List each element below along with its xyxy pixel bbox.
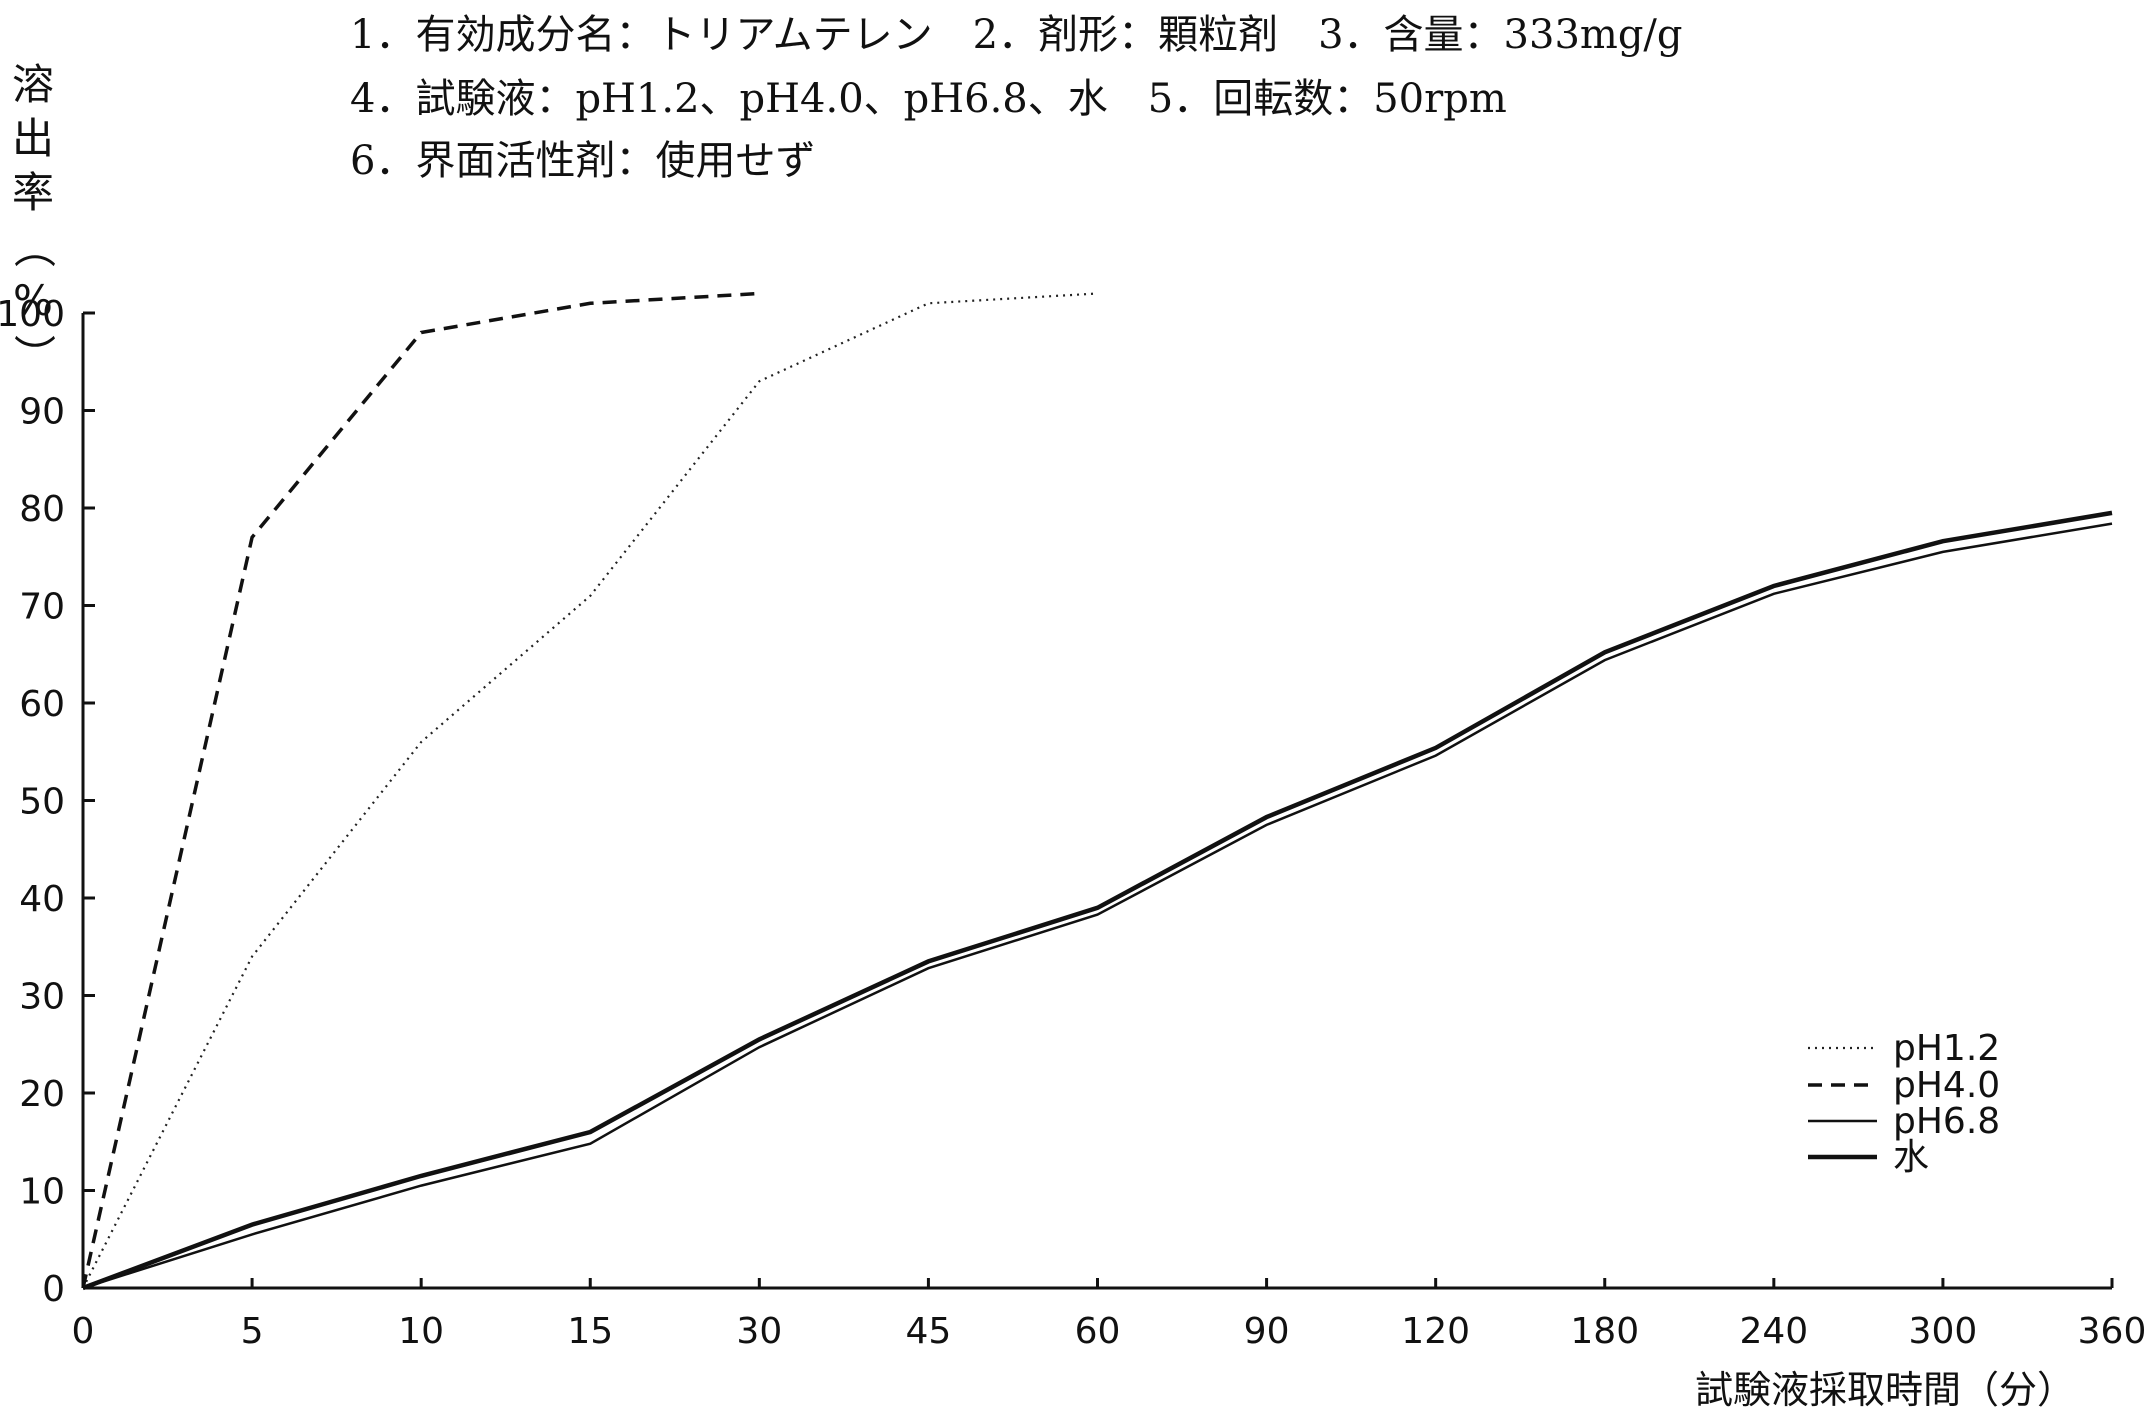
y-axis-label-char: 率: [11, 168, 54, 217]
x-tick-label: 360: [2078, 1311, 2147, 1352]
chart-axes: [81, 313, 2114, 1290]
x-axis-label: 試験液採取時間（分）: [1695, 1368, 2075, 1412]
x-tick-label: 10: [398, 1311, 444, 1352]
y-tick-label: 0: [42, 1269, 65, 1310]
legend-label: pH6.8: [1893, 1101, 2000, 1142]
legend-label: pH4.0: [1893, 1065, 2000, 1106]
x-tick-label: 30: [736, 1311, 782, 1352]
x-tick-label: 120: [1401, 1311, 1470, 1352]
y-tick-label: 40: [19, 879, 65, 920]
y-tick-label: 10: [19, 1172, 65, 1213]
series-line-ph4-0: [81, 291, 760, 1289]
header-line-3: 6．界面活性剤：使用せず: [350, 138, 816, 184]
y-tick-label: 20: [19, 1074, 65, 1115]
y-tick-label: 100: [0, 294, 65, 335]
series-lines: [81, 291, 2113, 1291]
series-line-ph1-2: [82, 292, 1098, 1289]
y-tick-label: 90: [19, 392, 65, 433]
y-tick-label: 80: [19, 489, 65, 530]
series-line-water: [82, 510, 2113, 1291]
x-tick-label: 0: [72, 1311, 95, 1352]
y-axis-ticks: 0 10 20 30 40 50 60 70 80 90 100: [0, 294, 95, 1310]
series-line-ph6-8: [82, 522, 2113, 1290]
y-tick-label: 30: [19, 977, 65, 1018]
x-tick-label: 5: [241, 1311, 264, 1352]
x-tick-label: 15: [567, 1311, 613, 1352]
y-tick-label: 50: [19, 782, 65, 823]
x-tick-label: 45: [906, 1311, 952, 1352]
y-axis-label: 溶 出 率 （ % ）: [8, 58, 58, 382]
y-axis-label-char: 出: [11, 114, 54, 163]
y-tick-label: 60: [19, 684, 65, 725]
x-tick-label: 180: [1570, 1311, 1639, 1352]
y-axis-label-char: %: [13, 276, 53, 325]
y-axis-label-char: 溶: [11, 60, 54, 109]
header-line-2: 4．試験液：pH1.2、pH4.0、pH6.8、水 5．回転数：50rpm: [350, 76, 1507, 122]
y-tick-label: 70: [19, 587, 65, 628]
legend-label: 水: [1893, 1137, 1929, 1178]
header-line-1: 1．有効成分名：トリアムテレン 2．剤形：顆粒剤 3．含量：333mg/g: [350, 12, 1683, 58]
legend-label: pH1.2: [1893, 1028, 2000, 1069]
x-tick-label: 60: [1075, 1311, 1121, 1352]
x-tick-label: 300: [1909, 1311, 1978, 1352]
x-axis-ticks: 0 5 10 15 30 45 60 90 120 180 240 300 360: [72, 1278, 2147, 1352]
x-tick-label: 90: [1244, 1311, 1290, 1352]
x-tick-label: 240: [1739, 1311, 1808, 1352]
